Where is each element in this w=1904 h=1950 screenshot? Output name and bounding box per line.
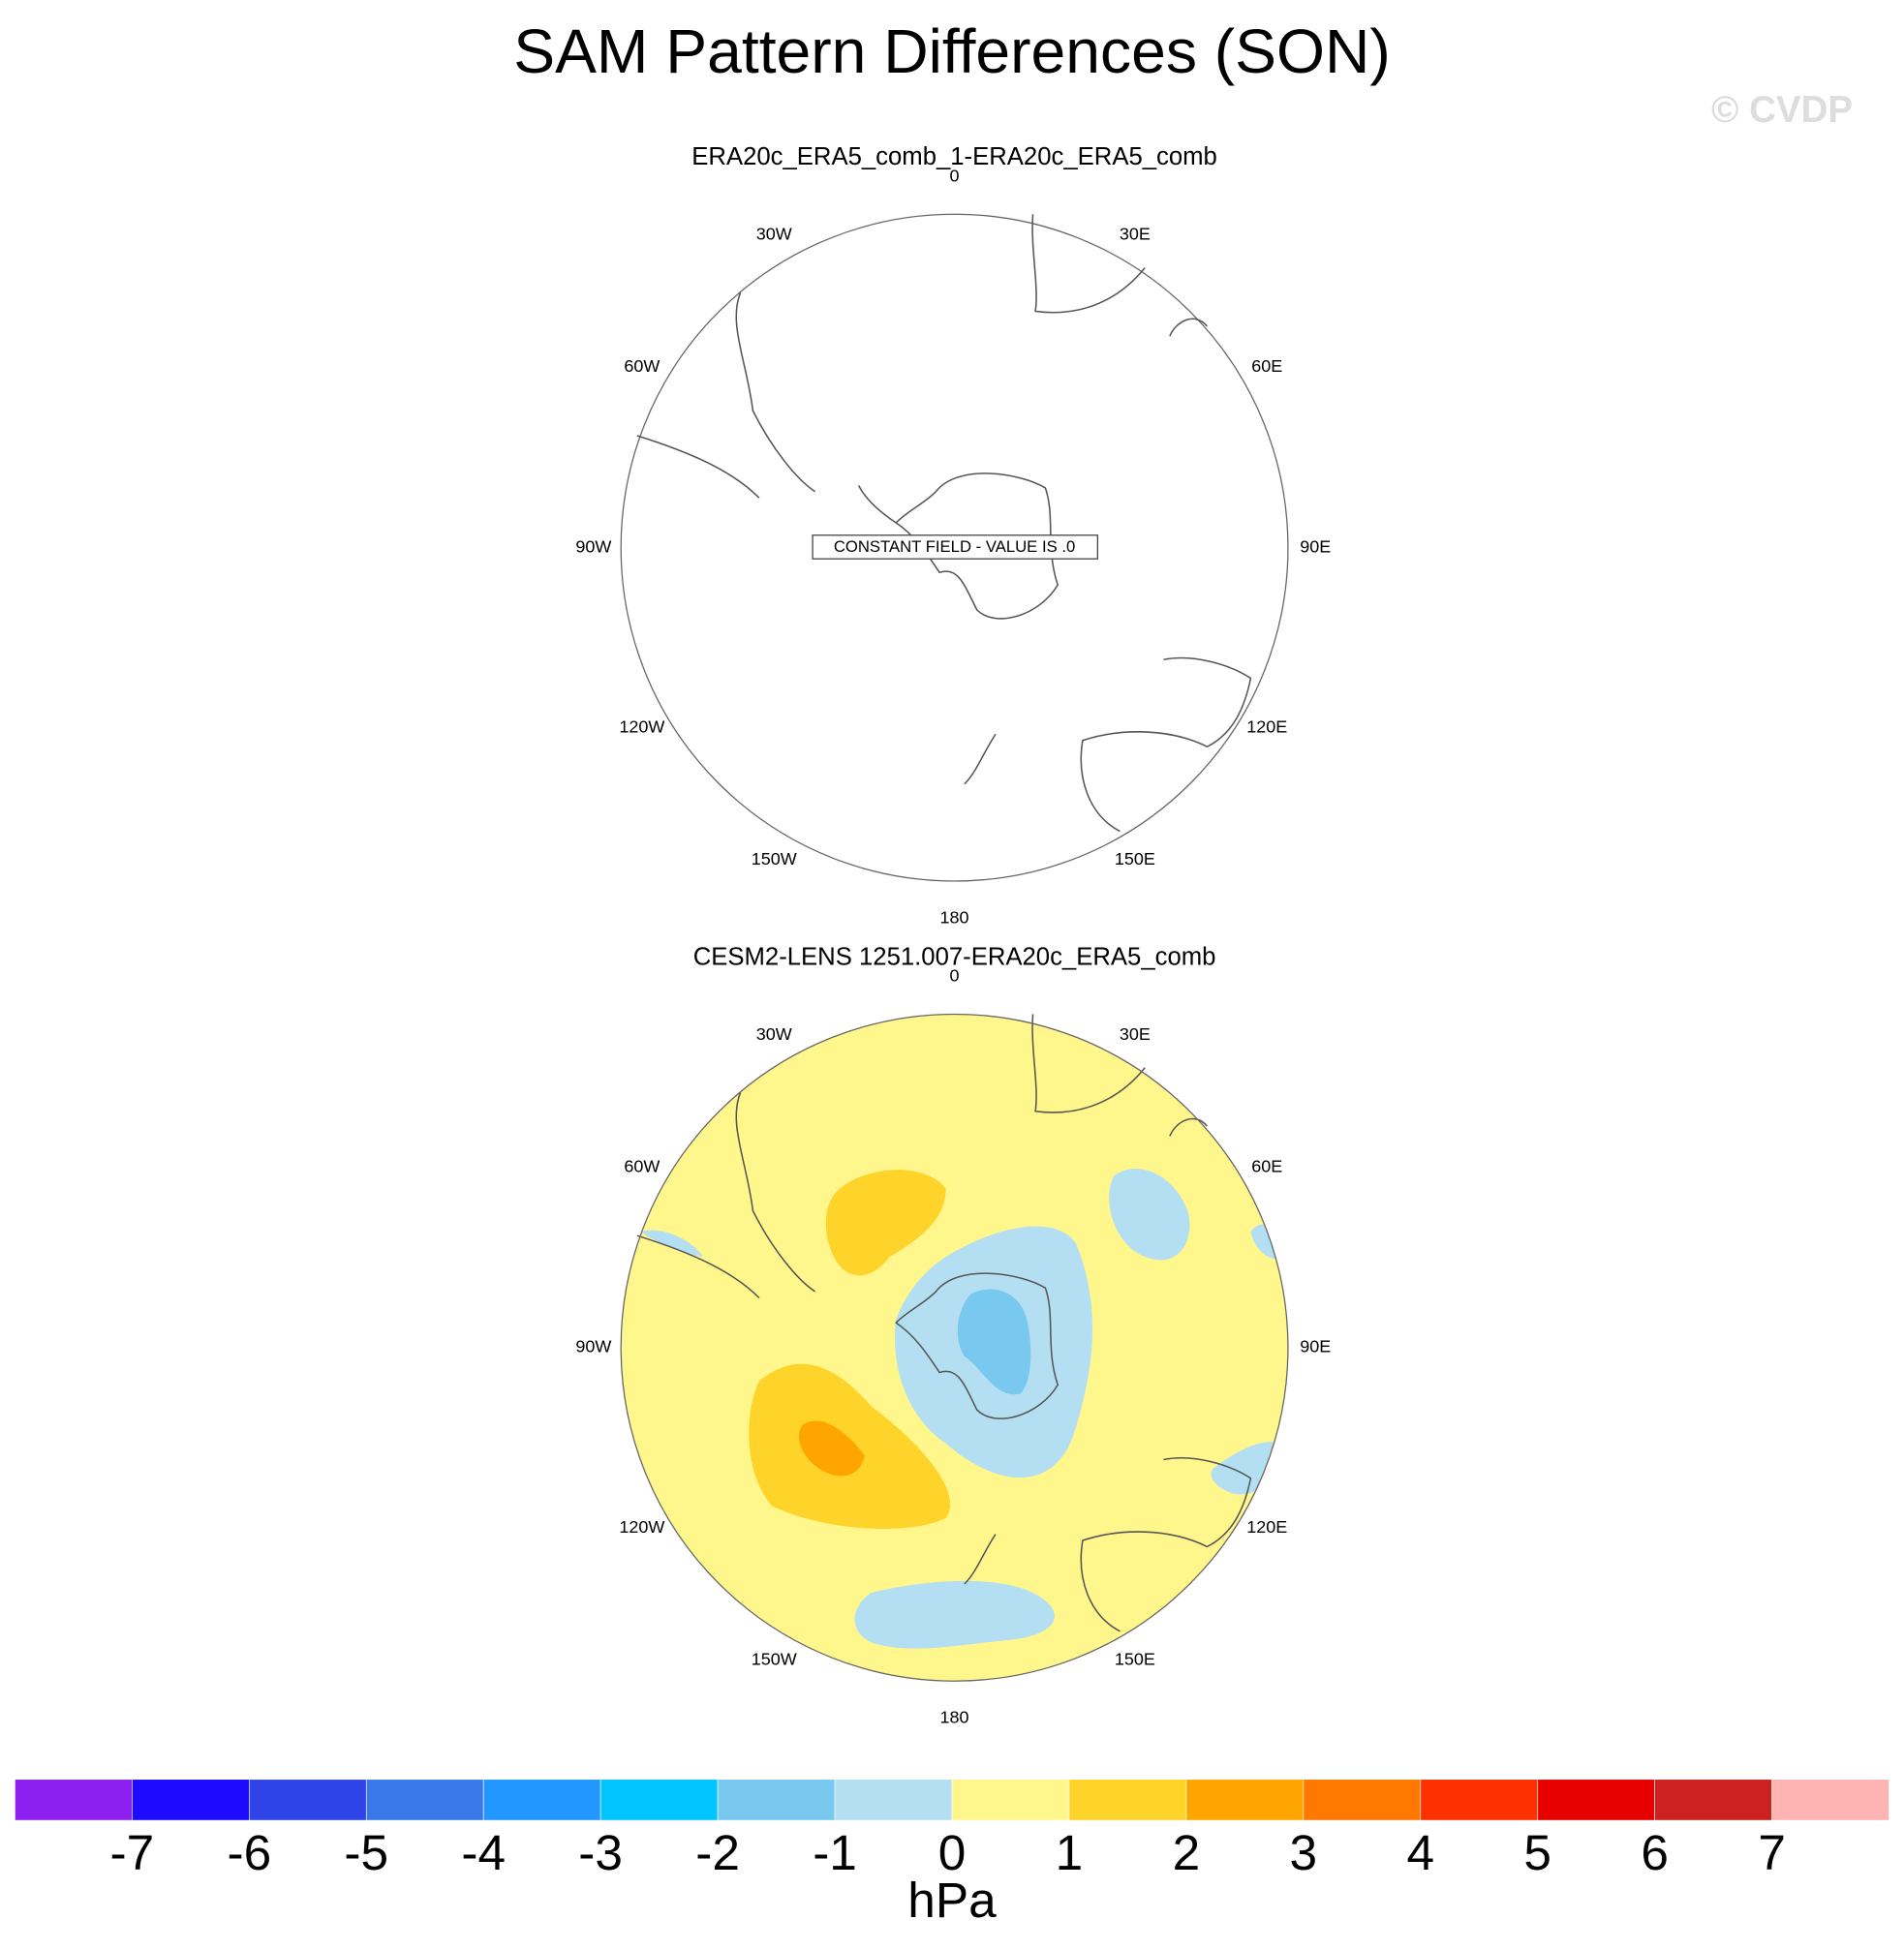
colorbar-label: 4	[1407, 1824, 1435, 1880]
lon-label: 150W	[752, 849, 797, 868]
lon-label: 150W	[752, 1649, 797, 1668]
contour-fill	[1109, 1168, 1190, 1261]
lon-label: 60W	[624, 356, 660, 376]
lon-label: 150E	[1115, 1649, 1155, 1668]
colorbar-box	[132, 1779, 250, 1821]
colorbar-label: 0	[938, 1824, 967, 1880]
lon-label: 120W	[619, 717, 664, 737]
lon-label: 120E	[1246, 1517, 1287, 1537]
colorbar-label: 3	[1290, 1824, 1318, 1880]
note: CONSTANT FIELD - VALUE IS .0	[834, 537, 1075, 556]
contour-fill	[640, 1230, 704, 1258]
lon-label: 30E	[1120, 225, 1151, 244]
coastlines	[636, 214, 1252, 833]
colorbar-label: -2	[695, 1824, 740, 1880]
lon-label: 30W	[756, 1024, 792, 1044]
colorbar-box	[951, 1779, 1070, 1821]
colorbar-label: 6	[1641, 1824, 1669, 1880]
colorbar-box	[1185, 1779, 1305, 1821]
colorbar-label: 2	[1173, 1824, 1201, 1880]
colorbar-label: 1	[1056, 1824, 1084, 1880]
note-box	[812, 534, 1098, 560]
contour-fill	[854, 1580, 1055, 1649]
lon-label: 150E	[1115, 849, 1155, 868]
colorbar: -7 -6 -5 -4 -3 -2 -1 0 1 2 3 4 5 6 7	[15, 1779, 1889, 1880]
colorbar-label: -4	[461, 1824, 506, 1880]
colorbar-box	[1068, 1779, 1187, 1821]
colorbar-label: 5	[1523, 1824, 1551, 1880]
lon-label: 60E	[1251, 1156, 1282, 1175]
lon-label: 120W	[619, 1517, 664, 1537]
colorbar-box	[1420, 1779, 1539, 1821]
coastlines	[636, 1014, 1252, 1632]
colorbar-label: 7	[1758, 1824, 1786, 1880]
colorbar-label: -5	[344, 1824, 388, 1880]
colorbar-box	[834, 1779, 953, 1821]
lon-label: 120E	[1246, 717, 1287, 737]
map-boundary	[620, 1013, 1289, 1682]
colorbar-box	[482, 1779, 601, 1821]
colorbar-unit: hPa	[907, 1872, 997, 1928]
colorbar-box	[1771, 1779, 1889, 1821]
lon-label: 0	[950, 966, 960, 986]
lon-label: 90E	[1300, 1337, 1331, 1356]
colorbar-label: -1	[813, 1824, 857, 1880]
lon-label: 30W	[756, 225, 792, 244]
lon-label: 90E	[1300, 536, 1331, 556]
colorbar-box	[1654, 1779, 1772, 1821]
colorbar-label: -3	[578, 1824, 623, 1880]
figure-title: SAM Pattern Differences (SON)	[513, 16, 1391, 86]
watermark: © CVDP	[1711, 89, 1853, 131]
colorbar-box	[1537, 1779, 1656, 1821]
colorbar-box	[717, 1779, 836, 1821]
colorbar-label: -7	[110, 1824, 155, 1880]
lon-label: 180	[940, 1708, 969, 1727]
lon-label: 60W	[624, 1156, 660, 1175]
contour-fill	[957, 1289, 1031, 1395]
lon-label: 0	[950, 166, 960, 185]
lon-label: 180	[940, 907, 969, 927]
colorbar-box	[599, 1779, 719, 1821]
colorbar-label: -6	[227, 1824, 271, 1880]
lon-label: 60E	[1251, 356, 1282, 376]
panel-title: ERA20c_ERA5_comb_1-ERA20c_ERA5_comb	[691, 143, 1217, 170]
colorbar-box	[15, 1779, 133, 1821]
contour-fill	[798, 1420, 866, 1477]
contour-fill	[825, 1170, 946, 1276]
lon-label: 90W	[575, 1337, 611, 1356]
panel-title: CESM2-LENS 1251.007-ERA20c_ERA5_comb	[693, 943, 1216, 970]
colorbar-box	[248, 1779, 367, 1821]
lon-label: 30E	[1120, 1024, 1151, 1044]
colorbar-box	[1303, 1779, 1422, 1821]
contour-field	[621, 1014, 1288, 1682]
lon-label: 90W	[575, 536, 611, 556]
colorbar-box	[365, 1779, 484, 1821]
